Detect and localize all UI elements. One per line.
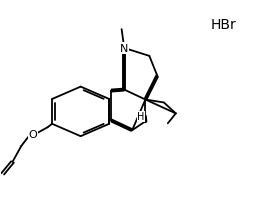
Text: HBr: HBr — [210, 18, 236, 32]
Text: H: H — [137, 112, 145, 122]
Text: O: O — [29, 130, 37, 139]
Text: N: N — [120, 44, 128, 54]
